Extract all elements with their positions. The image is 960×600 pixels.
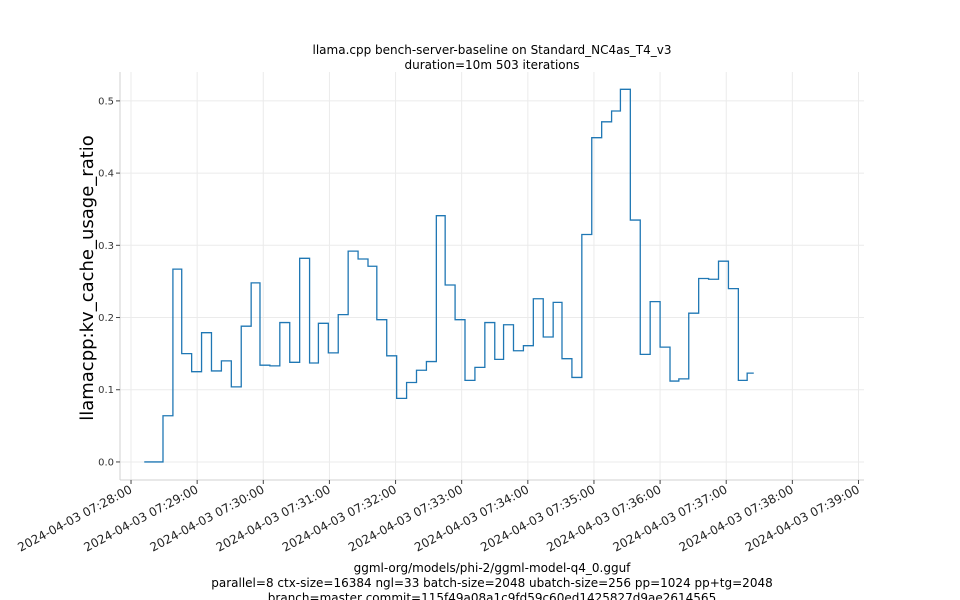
- y-tick-label: 0.2: [98, 313, 114, 324]
- x-tick-label: 2024-04-03 07:29:00: [81, 482, 200, 554]
- footer-branch: branch=master commit=115f49a08a1c9fd59c6…: [268, 591, 716, 600]
- y-tick-label: 0.5: [98, 96, 114, 107]
- y-axis-label: llamacpp:kv_cache_usage_ratio: [77, 135, 98, 421]
- grid-lines: [120, 72, 864, 480]
- x-tick-label: 2024-04-03 07:28:00: [15, 482, 134, 554]
- y-tick-label: 0.4: [98, 169, 114, 180]
- y-tick-label: 0.1: [98, 385, 114, 396]
- chart-subtitle: duration=10m 503 iterations: [405, 58, 580, 72]
- x-tick-label: 2024-04-03 07:30:00: [148, 482, 267, 554]
- x-tick-label: 2024-04-03 07:32:00: [280, 482, 399, 554]
- x-tick-label: 2024-04-03 07:39:00: [743, 482, 862, 554]
- y-tick-label: 0.0: [98, 457, 114, 468]
- axes-frame: [119, 72, 864, 481]
- kv-cache-usage-line: [144, 88, 754, 463]
- x-tick-label: 2024-04-03 07:33:00: [346, 482, 465, 554]
- x-tick-label: 2024-04-03 07:37:00: [611, 482, 730, 554]
- chart-title: llama.cpp bench-server-baseline on Stand…: [313, 43, 672, 57]
- x-tick-label: 2024-04-03 07:31:00: [214, 482, 333, 554]
- x-tick-label: 2024-04-03 07:34:00: [412, 482, 531, 554]
- y-ticks: 0.0 0.1 0.2 0.3 0.4 0.5: [98, 96, 120, 468]
- x-tick-label: 2024-04-03 07:38:00: [677, 482, 796, 554]
- x-tick-label: 2024-04-03 07:36:00: [544, 482, 663, 554]
- footer-params: parallel=8 ctx-size=16384 ngl=33 batch-s…: [211, 576, 772, 590]
- y-tick-label: 0.3: [98, 241, 114, 252]
- x-tick-label: 2024-04-03 07:35:00: [478, 482, 597, 554]
- footer-model: ggml-org/models/phi-2/ggml-model-q4_0.gg…: [354, 561, 632, 575]
